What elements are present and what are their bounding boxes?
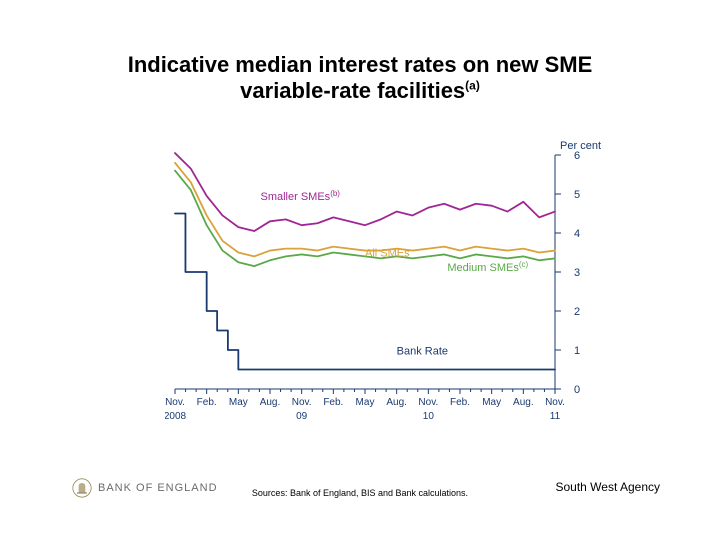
svg-text:Nov.: Nov. — [292, 397, 312, 408]
svg-text:5: 5 — [574, 189, 580, 201]
svg-text:May: May — [356, 397, 375, 408]
svg-text:10: 10 — [423, 411, 435, 422]
svg-text:Bank Rate: Bank Rate — [397, 346, 448, 358]
svg-text:All SMEs: All SMEs — [365, 247, 410, 259]
svg-text:Aug.: Aug. — [260, 397, 281, 408]
svg-text:2008: 2008 — [165, 411, 187, 422]
svg-text:Feb.: Feb. — [197, 397, 217, 408]
line-chart: Per cent 0 1 2 3 4 5 6 Nov. Feb. May Aug. Nov. Feb. Ma… — [165, 135, 605, 435]
title-line2: variable-rate facilities(a) — [0, 78, 720, 104]
svg-text:Aug.: Aug. — [386, 397, 407, 408]
svg-text:May: May — [482, 397, 501, 408]
svg-text:Nov.: Nov. — [418, 397, 438, 408]
slide-title: Indicative median interest rates on new … — [0, 52, 720, 104]
svg-text:Per cent: Per cent — [560, 140, 601, 152]
title-line1: Indicative median interest rates on new … — [0, 52, 720, 78]
svg-text:11: 11 — [550, 411, 561, 422]
svg-text:0: 0 — [574, 384, 580, 396]
svg-text:Feb.: Feb. — [450, 397, 470, 408]
svg-text:2: 2 — [574, 306, 580, 318]
svg-text:Medium SMEs(c): Medium SMEs(c) — [447, 260, 528, 274]
svg-text:May: May — [229, 397, 248, 408]
svg-text:Nov.: Nov. — [165, 397, 185, 408]
svg-text:3: 3 — [574, 267, 580, 279]
svg-text:Nov.: Nov. — [545, 397, 565, 408]
svg-text:1: 1 — [574, 345, 580, 357]
svg-text:Aug.: Aug. — [513, 397, 534, 408]
svg-text:Feb.: Feb. — [323, 397, 343, 408]
svg-text:6: 6 — [574, 150, 580, 162]
svg-text:4: 4 — [574, 228, 580, 240]
svg-text:Smaller SMEs(b): Smaller SMEs(b) — [261, 189, 341, 203]
footer: BANK OF ENGLAND Sources: Bank of England… — [0, 472, 720, 498]
svg-text:09: 09 — [296, 411, 308, 422]
agency-text: South West Agency — [555, 480, 660, 494]
